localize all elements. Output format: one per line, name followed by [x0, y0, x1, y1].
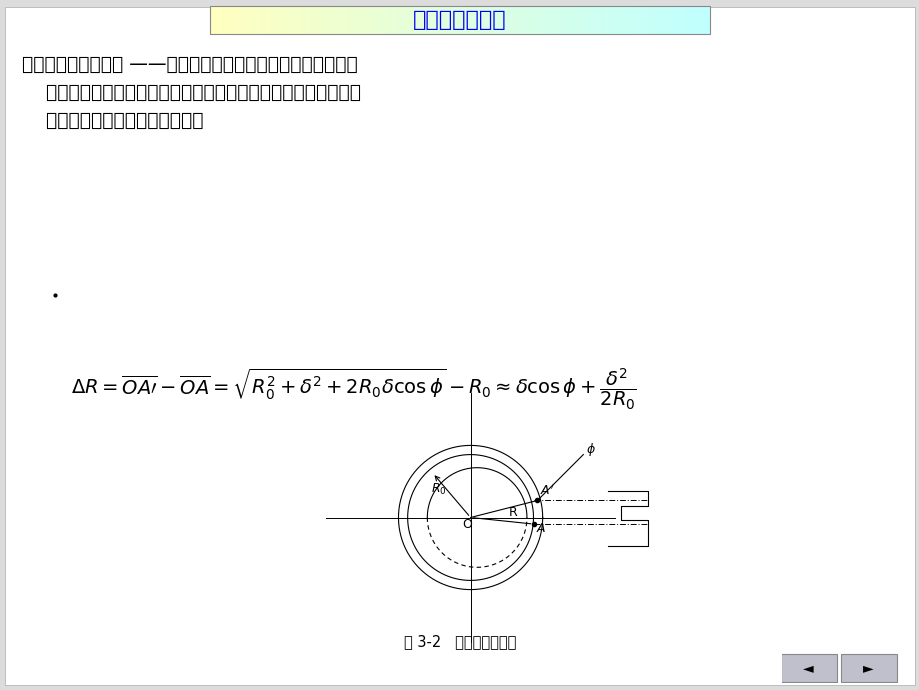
Bar — [302, 6, 305, 34]
Bar — [527, 6, 529, 34]
Text: $\phi$: $\phi$ — [585, 442, 596, 458]
Bar — [230, 6, 233, 34]
Bar — [547, 6, 550, 34]
Bar — [539, 6, 542, 34]
Bar — [532, 6, 535, 34]
Bar — [522, 6, 525, 34]
Bar — [512, 6, 515, 34]
Bar — [685, 6, 686, 34]
Bar — [692, 6, 694, 34]
Bar — [279, 6, 282, 34]
Bar — [455, 6, 457, 34]
Bar — [349, 6, 352, 34]
Bar — [307, 6, 310, 34]
Bar — [217, 6, 220, 34]
Bar — [439, 6, 442, 34]
Bar — [494, 6, 497, 34]
Bar — [345, 6, 347, 34]
Bar — [516, 6, 519, 34]
Bar — [490, 6, 492, 34]
Bar — [634, 6, 637, 34]
Bar — [487, 6, 490, 34]
Bar — [507, 6, 509, 34]
Bar — [560, 6, 562, 34]
Bar — [285, 6, 287, 34]
Bar — [589, 6, 592, 34]
Bar — [417, 6, 420, 34]
Bar — [275, 6, 278, 34]
Bar — [619, 6, 622, 34]
Bar — [627, 6, 630, 34]
Bar — [365, 6, 367, 34]
Bar — [707, 6, 709, 34]
Bar — [702, 6, 704, 34]
Bar — [640, 6, 641, 34]
Bar — [529, 6, 532, 34]
Bar — [420, 6, 422, 34]
Bar — [637, 6, 640, 34]
Bar — [240, 6, 243, 34]
Bar — [682, 6, 685, 34]
Text: $A'$: $A'$ — [539, 484, 554, 498]
Bar — [407, 6, 410, 34]
Bar — [442, 6, 445, 34]
Bar — [570, 6, 572, 34]
Bar — [220, 6, 222, 34]
Bar — [562, 6, 564, 34]
Bar — [427, 6, 429, 34]
Bar — [667, 6, 669, 34]
Bar — [467, 6, 470, 34]
Bar — [607, 6, 609, 34]
Bar — [250, 6, 252, 34]
Text: R: R — [508, 506, 516, 518]
Bar — [352, 6, 355, 34]
Bar — [292, 6, 295, 34]
Bar — [460, 6, 462, 34]
Bar — [630, 6, 632, 34]
Bar — [234, 6, 237, 34]
Bar — [464, 6, 467, 34]
Bar — [452, 6, 455, 34]
Bar — [472, 6, 474, 34]
Bar — [317, 6, 320, 34]
Bar — [269, 6, 272, 34]
Bar — [686, 6, 689, 34]
Bar — [564, 6, 567, 34]
Bar — [697, 6, 699, 34]
Bar — [445, 6, 447, 34]
Bar — [492, 6, 494, 34]
Bar — [227, 6, 230, 34]
Bar — [592, 6, 595, 34]
Bar — [694, 6, 697, 34]
Bar — [544, 6, 547, 34]
Bar — [437, 6, 439, 34]
Bar — [215, 6, 217, 34]
Bar — [515, 6, 516, 34]
Bar — [657, 6, 659, 34]
Bar — [260, 6, 262, 34]
Bar — [502, 6, 505, 34]
Text: 图 3-2   误差的敏感方向: 图 3-2 误差的敏感方向 — [403, 634, 516, 649]
Bar — [447, 6, 449, 34]
Bar — [257, 6, 260, 34]
Bar — [659, 6, 662, 34]
Bar — [243, 6, 244, 34]
Bar — [572, 6, 574, 34]
Bar — [557, 6, 560, 34]
Bar — [397, 6, 400, 34]
FancyBboxPatch shape — [840, 654, 896, 682]
Bar — [382, 6, 384, 34]
Bar — [375, 6, 377, 34]
Bar — [457, 6, 460, 34]
Bar — [380, 6, 382, 34]
Text: $\Delta R = \overline{OA\prime} - \overline{OA} = \sqrt{R_0^2 + \delta^2 + 2R_0\: $\Delta R = \overline{OA\prime} - \overl… — [71, 366, 636, 412]
Bar — [574, 6, 577, 34]
Bar — [225, 6, 227, 34]
Bar — [212, 6, 215, 34]
FancyBboxPatch shape — [780, 654, 836, 682]
Bar — [596, 6, 599, 34]
Bar — [355, 6, 357, 34]
Bar — [289, 6, 292, 34]
Bar — [550, 6, 552, 34]
